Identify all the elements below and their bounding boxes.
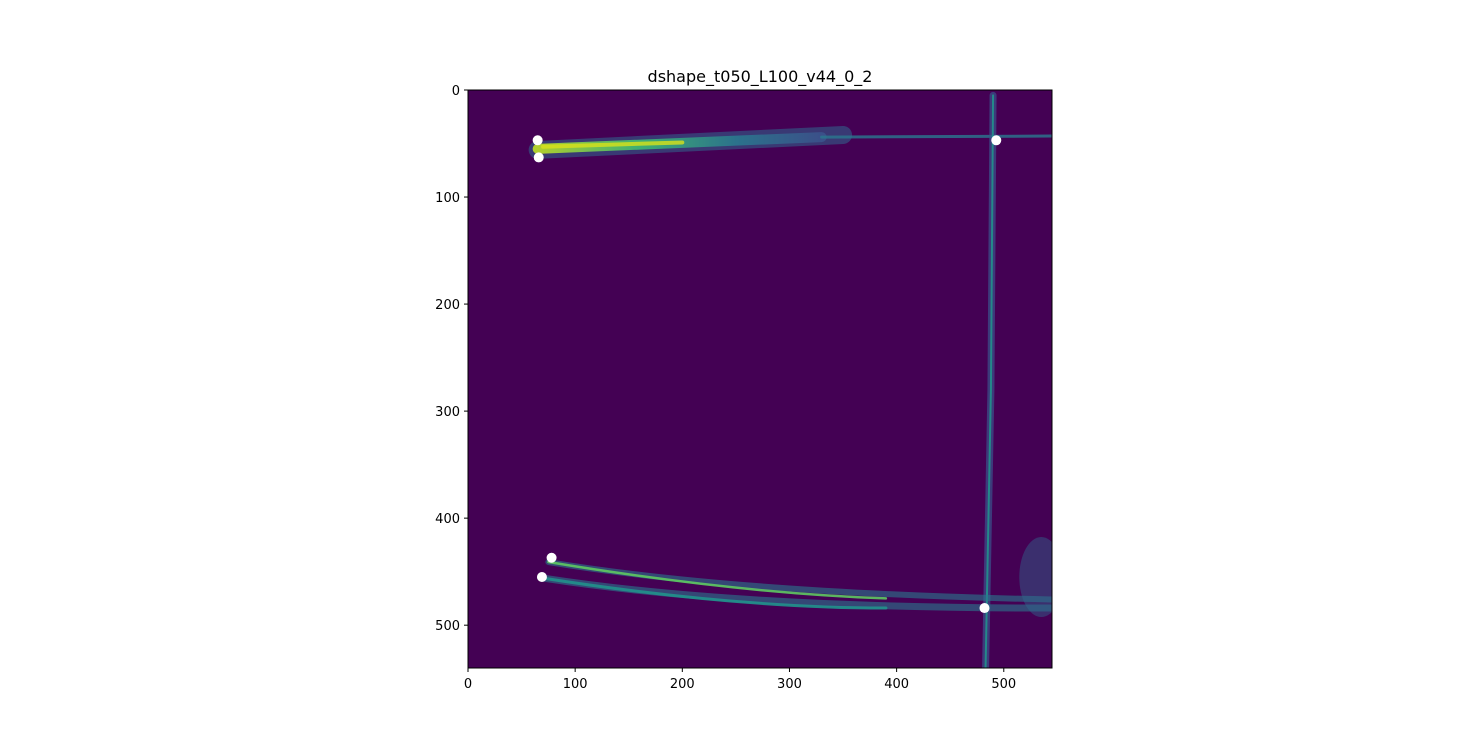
marker-point bbox=[532, 135, 543, 146]
y-tick-label: 400 bbox=[435, 512, 460, 527]
x-tick-label: 0 bbox=[464, 677, 472, 692]
y-tick-label: 100 bbox=[435, 191, 460, 206]
top-band-tail bbox=[820, 134, 1052, 139]
marker-point bbox=[536, 572, 547, 583]
x-tick-label: 400 bbox=[884, 677, 909, 692]
heatmap-plot-area bbox=[467, 89, 1053, 669]
bottom-right-blob bbox=[1019, 537, 1052, 618]
y-tick-label: 200 bbox=[435, 298, 460, 313]
bottom-band-upper-core bbox=[547, 560, 888, 600]
x-axis: 0 100 200 300 400 500 bbox=[464, 668, 1016, 692]
x-tick-label: 200 bbox=[670, 677, 695, 692]
y-tick-label: 500 bbox=[435, 619, 460, 634]
y-tick-label: 300 bbox=[435, 405, 460, 420]
top-band-bright bbox=[541, 140, 685, 149]
marker-point bbox=[533, 152, 544, 163]
x-tick-label: 100 bbox=[563, 677, 588, 692]
y-tick-label: 0 bbox=[452, 84, 460, 99]
x-tick-label: 500 bbox=[991, 677, 1016, 692]
vertical-band-core bbox=[984, 94, 995, 668]
chart-title: dshape_t050_L100_v44_0_2 bbox=[648, 67, 873, 87]
axes-frame bbox=[467, 89, 1053, 669]
x-tick-label: 300 bbox=[777, 677, 802, 692]
bottom-band-lower-core bbox=[541, 576, 888, 610]
y-axis: 0 100 200 300 400 500 bbox=[435, 84, 468, 634]
marker-point bbox=[991, 135, 1002, 146]
marker-point bbox=[979, 603, 990, 614]
marker-point bbox=[546, 552, 557, 563]
heatmap-background bbox=[468, 90, 1052, 668]
